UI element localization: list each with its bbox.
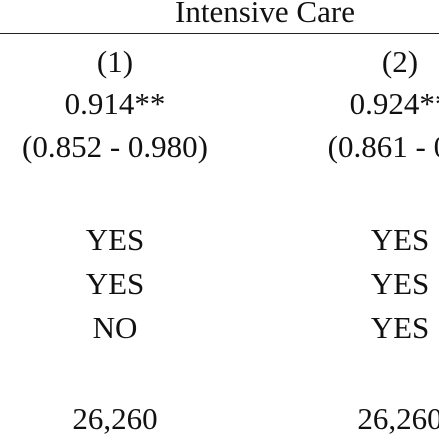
- column-1-control-2: YES: [85, 266, 145, 301]
- group-header-intensive-care: Intensive Care: [175, 0, 355, 29]
- column-2-observations: 26,260: [357, 401, 439, 436]
- column-1-control-3: NO: [92, 310, 138, 345]
- column-1-estimate: 0.914**: [64, 86, 166, 121]
- column-2-confidence-interval: (0.861 - 0.9: [327, 129, 439, 164]
- column-2-label: (2): [381, 44, 419, 79]
- column-1-confidence-interval: (0.852 - 0.980): [22, 129, 208, 164]
- column-2-control-2: YES: [370, 266, 430, 301]
- column-1-observations: 26,260: [72, 401, 158, 436]
- column-2-estimate: 0.924**: [349, 86, 439, 121]
- column-1-label: (1): [96, 44, 134, 79]
- column-1-control-1: YES: [85, 222, 145, 257]
- column-2-control-1: YES: [370, 222, 430, 257]
- header-rule: [0, 33, 439, 34]
- column-2-control-3: YES: [370, 310, 430, 345]
